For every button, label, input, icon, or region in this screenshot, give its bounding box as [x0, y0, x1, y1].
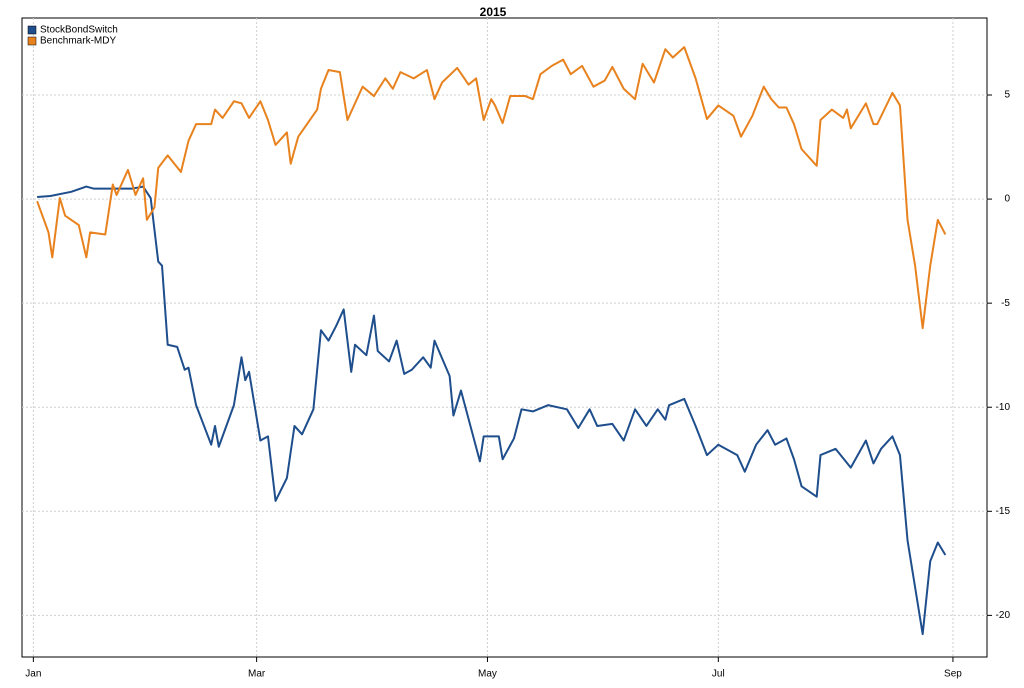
y-tick-label: -10: [996, 402, 1011, 413]
y-tick-label: 0: [1004, 194, 1010, 205]
legend-swatch: [27, 36, 37, 46]
plot-frame: [21, 17, 988, 658]
y-tick-label: -5: [1001, 298, 1010, 309]
x-tick-label: Jan: [25, 669, 41, 680]
legend-label: StockBondSwitch: [40, 25, 118, 36]
y-tick-label: -15: [996, 506, 1011, 517]
legend-label: Benchmark-MDY: [40, 36, 116, 47]
x-tick-label: May: [478, 669, 497, 680]
x-tick-label: Mar: [248, 669, 266, 680]
y-tick-label: -20: [996, 610, 1011, 621]
series-line: [36, 46, 947, 330]
legend-swatch: [27, 25, 37, 35]
y-tick-label: 5: [1004, 90, 1010, 101]
series-line: [37, 185, 947, 636]
x-tick-label: Sep: [944, 669, 962, 680]
chart-title: 2015: [480, 5, 507, 19]
x-tick-label: Jul: [712, 669, 725, 680]
